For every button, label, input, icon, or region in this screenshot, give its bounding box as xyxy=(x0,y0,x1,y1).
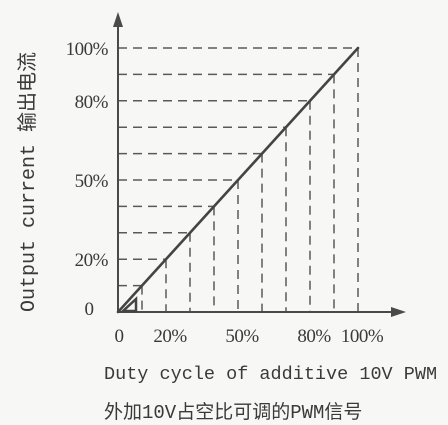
y-axis-title: Output current 输出电流 xyxy=(16,52,41,312)
y-tick-label-0: 0 xyxy=(85,299,94,320)
x-tick-label-100: 100% xyxy=(341,326,384,347)
y-tick-label-100: 100% xyxy=(66,39,109,60)
y-tick-label-50: 50% xyxy=(75,171,109,192)
origin-marker xyxy=(119,296,138,313)
series-line xyxy=(116,46,360,314)
dashed-guide-lines xyxy=(118,47,359,312)
x-tick-labels: 0 20% 50% 80% 100% xyxy=(115,326,385,347)
x-axis-title-chinese: 外加10V占空比可调的PWM信号 xyxy=(104,401,362,424)
series-group xyxy=(116,46,360,314)
x-tick-label-50: 50% xyxy=(225,326,259,347)
x-tick-label-20: 20% xyxy=(153,326,187,347)
x-tick-label-0: 0 xyxy=(115,326,124,347)
y-tick-labels: 0 20% 50% 80% 100% xyxy=(66,39,110,320)
x-axis-title: Duty cycle of additive 10V PWM xyxy=(104,364,437,385)
x-tick-label-80: 80% xyxy=(297,326,331,347)
y-tick-label-80: 80% xyxy=(75,92,109,113)
y-tick-label-20: 20% xyxy=(75,250,109,271)
y-axis-arrow xyxy=(113,12,123,27)
x-axis-arrow xyxy=(391,307,406,317)
axes xyxy=(113,12,406,317)
